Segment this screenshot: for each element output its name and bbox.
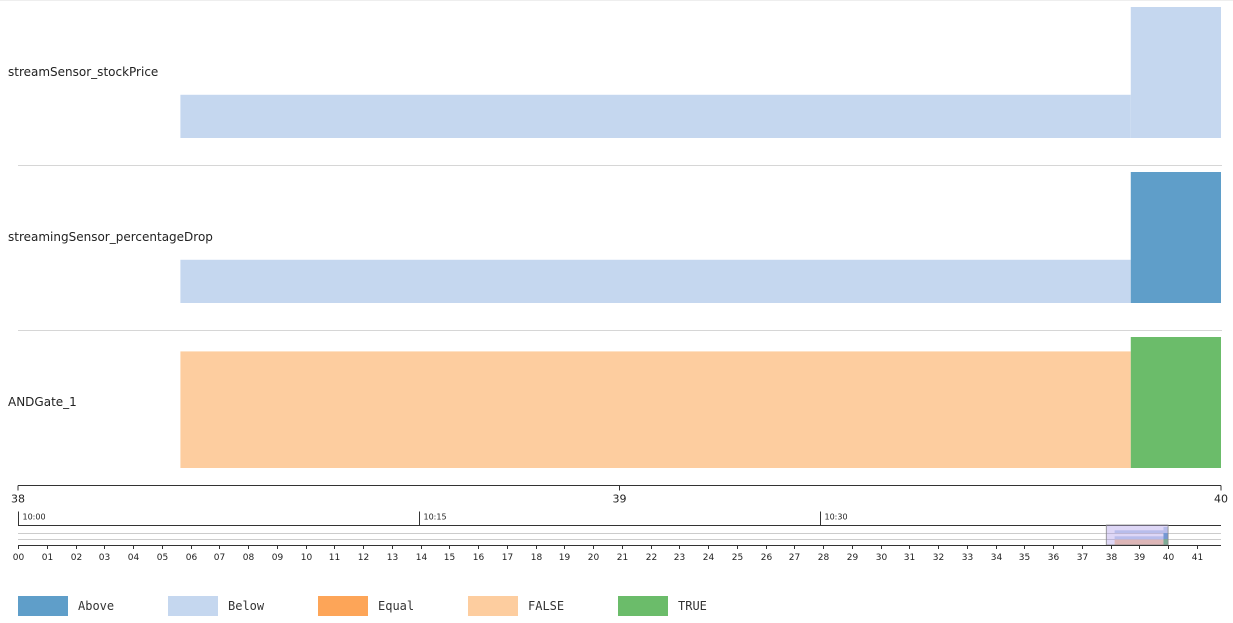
legend-swatch <box>168 596 218 616</box>
overview-axis-tick-label: 04 <box>128 553 140 563</box>
overview-axis-tick-label: 30 <box>876 553 888 563</box>
overview-bar <box>1163 533 1169 539</box>
state-bar[interactable] <box>1130 7 1221 138</box>
legend: Above Below Equal FALSE TRUE <box>18 596 768 616</box>
overview-axis-tick-label: 31 <box>904 553 915 563</box>
overview-axis-tick-label: 17 <box>502 553 513 563</box>
overview-brush[interactable] <box>1105 524 1169 546</box>
overview-axis-tick-label: 16 <box>473 553 485 563</box>
timeline-row: streamingSensor_percentageDrop <box>8 172 1222 331</box>
timeline-chart: streamSensor_stockPrice streamingSensor_p… <box>0 0 1233 563</box>
overview-bar <box>1114 530 1164 533</box>
main-axis-tick-label: 39 <box>613 493 627 506</box>
overview-axis-tick-label: 10 <box>301 553 313 563</box>
state-bar[interactable] <box>1130 172 1221 303</box>
overview-axis-tick-label: 37 <box>1077 553 1088 563</box>
overview-axis-tick-label: 01 <box>42 553 53 563</box>
state-bar[interactable] <box>180 94 1131 138</box>
legend-swatch <box>468 596 518 616</box>
sub-axis-tick-label: 10:15 <box>424 513 447 522</box>
legend-label: Equal <box>378 599 415 613</box>
legend-label: TRUE <box>678 599 707 613</box>
overview-axis-tick-label: 13 <box>387 553 398 563</box>
overview-axis-tick-label: 29 <box>847 553 859 563</box>
overview-axis-tick-label: 00 <box>13 553 25 563</box>
overview-axis-tick-label: 41 <box>1192 553 1203 563</box>
overview-axis-tick-label: 40 <box>1163 553 1175 563</box>
sub-axis-tick-label: 10:00 <box>23 513 46 522</box>
legend-item[interactable]: Equal <box>318 596 468 616</box>
overview-axis-tick-label: 14 <box>416 553 428 563</box>
overview-bar <box>1114 536 1164 539</box>
state-bar[interactable] <box>180 259 1131 303</box>
legend-label: Below <box>228 599 265 613</box>
row-label: streamingSensor_percentageDrop <box>8 230 213 244</box>
legend-swatch <box>618 596 668 616</box>
legend-item[interactable]: FALSE <box>468 596 618 616</box>
overview-axis-tick-label: 08 <box>243 553 255 563</box>
timeline-row: streamSensor_stockPrice <box>8 7 1222 166</box>
time-sub-axis: 10:00 10:15 10:30 <box>18 511 1221 526</box>
overview-axis-tick-label: 38 <box>1106 553 1118 563</box>
overview-axis-tick-label: 24 <box>703 553 715 563</box>
overview-axis-tick-label: 02 <box>71 553 82 563</box>
overview-axis-tick-label: 05 <box>157 553 168 563</box>
overview-axis-tick-label: 07 <box>214 553 225 563</box>
overview-axis-tick-label: 15 <box>444 553 455 563</box>
legend-item[interactable]: Below <box>168 596 318 616</box>
overview-axis-tick-label: 27 <box>789 553 800 563</box>
overview-axis-tick-label: 20 <box>588 553 600 563</box>
state-bar[interactable] <box>1130 337 1221 468</box>
timeline-row: ANDGate_1 <box>8 337 1221 468</box>
overview-axis-tick-label: 28 <box>818 553 830 563</box>
legend-label: FALSE <box>528 599 565 613</box>
overview-axis-tick-label: 12 <box>358 553 369 563</box>
overview-axis-tick-label: 22 <box>646 553 657 563</box>
overview-axis-tick-label: 39 <box>1134 553 1146 563</box>
overview-axis-tick-label: 23 <box>674 553 685 563</box>
legend-label: Above <box>78 599 115 613</box>
legend-swatch <box>18 596 68 616</box>
overview-axis-tick-label: 33 <box>962 553 973 563</box>
state-bar[interactable] <box>180 351 1131 468</box>
overview-axis-tick-label: 06 <box>186 553 198 563</box>
overview-axis-tick-label: 32 <box>933 553 944 563</box>
main-axis-tick-label: 40 <box>1214 493 1228 506</box>
overview-bar <box>1163 527 1169 533</box>
row-label: ANDGate_1 <box>8 395 77 409</box>
overview-navigator[interactable]: 00 01 02 03 04 05 06 07 08 09 10 11 12 13 14 15 16 17 18 19… <box>13 524 1221 563</box>
overview-axis-tick-label: 19 <box>559 553 571 563</box>
overview-axis-tick-label: 03 <box>99 553 110 563</box>
overview-axis-tick-label: 18 <box>531 553 543 563</box>
overview-axis-tick-label: 36 <box>1048 553 1060 563</box>
sub-axis-tick-label: 10:30 <box>825 513 848 522</box>
legend-swatch <box>318 596 368 616</box>
overview-axis-tick-label: 09 <box>272 553 284 563</box>
legend-item[interactable]: TRUE <box>618 596 768 616</box>
legend-item[interactable]: Above <box>18 596 168 616</box>
overview-axis-tick-label: 25 <box>732 553 743 563</box>
main-axis-tick-label: 38 <box>11 493 25 506</box>
overview-axis-tick-label: 26 <box>761 553 773 563</box>
overview-axis-tick-label: 35 <box>1019 553 1030 563</box>
overview-bar <box>1114 539 1164 545</box>
overview-axis-tick-label: 21 <box>617 553 628 563</box>
rows-layer: streamSensor_stockPrice streamingSensor_p… <box>8 7 1222 468</box>
row-label: streamSensor_stockPrice <box>8 65 158 79</box>
main-x-axis: 38 39 40 <box>11 485 1228 506</box>
overview-axis-tick-label: 11 <box>329 553 340 563</box>
overview-axis-tick-label: 34 <box>991 553 1003 563</box>
overview-bar <box>1163 539 1169 545</box>
